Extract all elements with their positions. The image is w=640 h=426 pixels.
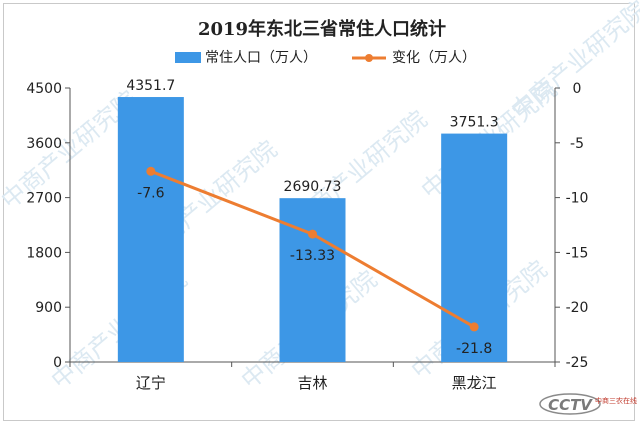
legend-bar-swatch	[175, 52, 201, 63]
y-left-tick-label: 4500	[26, 81, 62, 97]
line-point	[469, 322, 479, 332]
watermark-text: 中商产业研究院	[506, 0, 640, 125]
bar-value-label: 3751.3	[450, 115, 499, 131]
x-tick-label: 吉林	[297, 374, 327, 392]
y-right-tick-label: -15	[566, 245, 589, 261]
legend: 常住人口（万人） 变化（万人）	[175, 50, 476, 66]
line-value-label: -7.6	[137, 185, 164, 201]
legend-line-label: 变化（万人）	[392, 50, 476, 66]
y-left-tick-label: 2700	[26, 191, 62, 207]
y-left-tick-label: 3600	[26, 136, 62, 152]
line-point	[308, 229, 317, 239]
cctv-logo: CCTV 中商三农在线	[539, 393, 637, 415]
chart-frame	[3, 3, 635, 421]
x-tick-label: 辽宁	[136, 374, 166, 392]
bars	[117, 97, 508, 363]
y-left-tick-label: 900	[35, 300, 62, 316]
x-tick-label: 黑龙江	[452, 374, 497, 392]
y-right-tick-label: -10	[566, 191, 589, 207]
y-right-tick-label: -25	[566, 355, 589, 371]
line-series	[146, 166, 479, 332]
bar	[279, 198, 346, 362]
cctv-logo-text: CCTV	[548, 396, 593, 414]
line-value-label: -21.8	[456, 341, 492, 357]
cctv-logo-sub: 中商三农在线	[595, 396, 637, 405]
bar-value-label: 4351.7	[126, 78, 175, 94]
legend-bar-label: 常住人口（万人）	[205, 50, 317, 66]
y-left-tick-label: 0	[53, 355, 62, 371]
bar-value-label: 2690.73	[284, 179, 342, 195]
y-right-tick-label: -20	[566, 300, 589, 316]
line-value-label: -13.33	[290, 248, 335, 264]
legend-line-marker	[365, 54, 373, 62]
y-right-tick-label: -5	[570, 136, 584, 152]
line-point	[146, 166, 156, 176]
chart-title: 2019年东北三省常住人口统计	[198, 18, 446, 40]
data-labels: 4351.7 2690.73 3751.3 -7.6 -13.33 -21.8	[126, 78, 498, 357]
bar	[117, 97, 184, 363]
y-left-tick-label: 1800	[26, 245, 62, 261]
y-right-tick-label: 0	[573, 81, 582, 97]
